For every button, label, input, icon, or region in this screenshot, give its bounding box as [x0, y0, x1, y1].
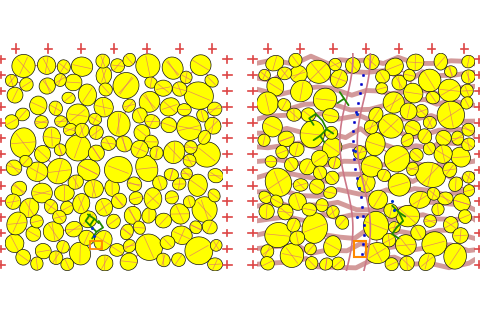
Point [349, 138, 357, 143]
Point [391, 207, 398, 213]
Point [358, 251, 365, 256]
Point [91, 234, 98, 239]
Point [353, 111, 361, 117]
Point [351, 148, 359, 154]
Point [360, 214, 367, 219]
Point [360, 232, 368, 237]
Point [354, 100, 361, 106]
Point [350, 157, 358, 162]
Point [351, 166, 359, 171]
Point [88, 225, 96, 230]
Point [356, 186, 363, 191]
Bar [354, 241, 366, 257]
Point [349, 147, 357, 153]
Point [353, 214, 361, 219]
Point [353, 176, 361, 181]
Point [352, 110, 360, 115]
Bar [90, 241, 102, 249]
Point [349, 129, 357, 134]
Point [359, 204, 366, 209]
Point [356, 91, 363, 96]
Point [360, 223, 368, 228]
Point [359, 72, 367, 77]
Point [355, 185, 363, 190]
Polygon shape [340, 53, 371, 271]
Point [358, 81, 365, 87]
Point [359, 242, 367, 247]
Point [357, 195, 364, 200]
Point [350, 119, 358, 124]
Point [388, 199, 396, 204]
